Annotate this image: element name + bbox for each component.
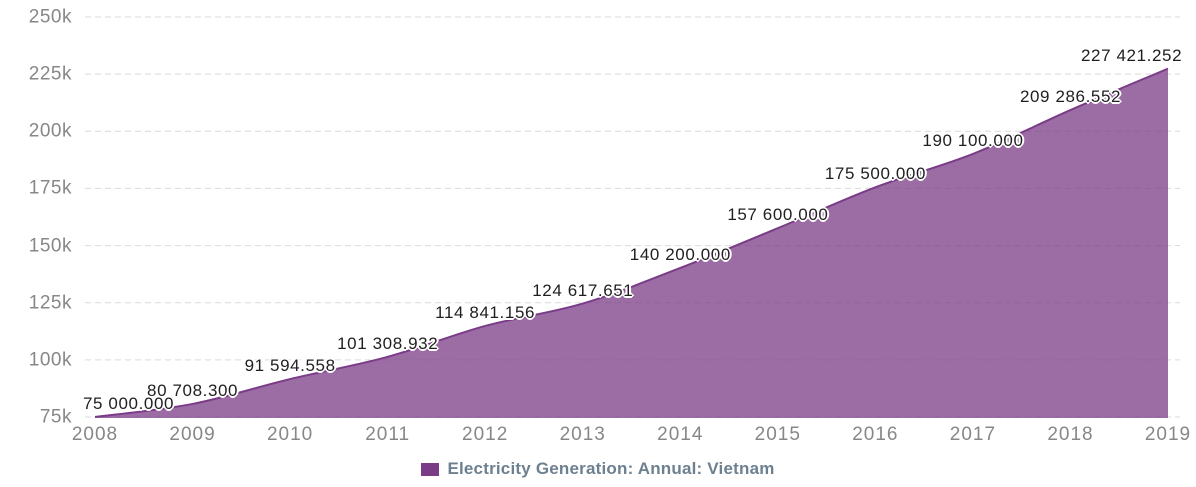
y-tick-label: 250k [28, 6, 72, 28]
y-tick-label: 75k [39, 406, 72, 428]
x-tick-label: 2010 [266, 424, 314, 445]
y-tick-label: 100k [28, 349, 72, 371]
point-value-label: 209 286.552 [1019, 87, 1122, 107]
area-series-fill[interactable] [95, 68, 1168, 418]
y-tick-label: 125k [28, 292, 72, 314]
point-value-label: 80 708.300 [147, 380, 239, 400]
x-tick-label: 2008 [71, 424, 119, 445]
point-value-label: 190 100.000 [922, 130, 1024, 150]
point-value-label: 75 000.000 [83, 394, 175, 413]
point-value-label: 114 841.156 [435, 302, 536, 322]
point-value-label: 175 500.000 [824, 164, 926, 184]
point-value-label: 157 600.000 [727, 205, 829, 225]
area-series-line[interactable] [94, 67, 1169, 418]
point-value-label: 91 594.558 [244, 356, 336, 376]
legend[interactable]: Electricity Generation: Annual: Vietnam [0, 459, 1196, 479]
point-value-label: 227 421.252 [1081, 45, 1183, 65]
x-tick-label: 2009 [169, 424, 216, 445]
x-tick-label: 2015 [754, 424, 801, 445]
legend-series-label: Electricity Generation: Annual: Vietnam [447, 459, 775, 478]
x-tick-label: 2019 [1144, 424, 1192, 445]
x-tick-label: 2017 [949, 424, 997, 445]
y-tick-label: 225k [28, 63, 72, 85]
legend-swatch-icon [421, 462, 440, 476]
point-value-label: 124 617.651 [532, 280, 634, 300]
x-tick-label: 2012 [462, 424, 509, 445]
y-tick-label: 200k [28, 120, 72, 142]
point-value-label: 101 308.932 [337, 333, 439, 353]
x-tick-label: 2014 [657, 424, 704, 445]
y-tick-label: 175k [28, 177, 72, 199]
x-tick-label: 2016 [852, 424, 899, 445]
point-value-label: 140 200.000 [629, 244, 731, 264]
y-tick-label: 150k [28, 235, 72, 257]
x-tick-label: 2018 [1047, 424, 1094, 445]
x-tick-label: 2011 [365, 424, 411, 445]
x-tick-label: 2013 [559, 424, 606, 445]
